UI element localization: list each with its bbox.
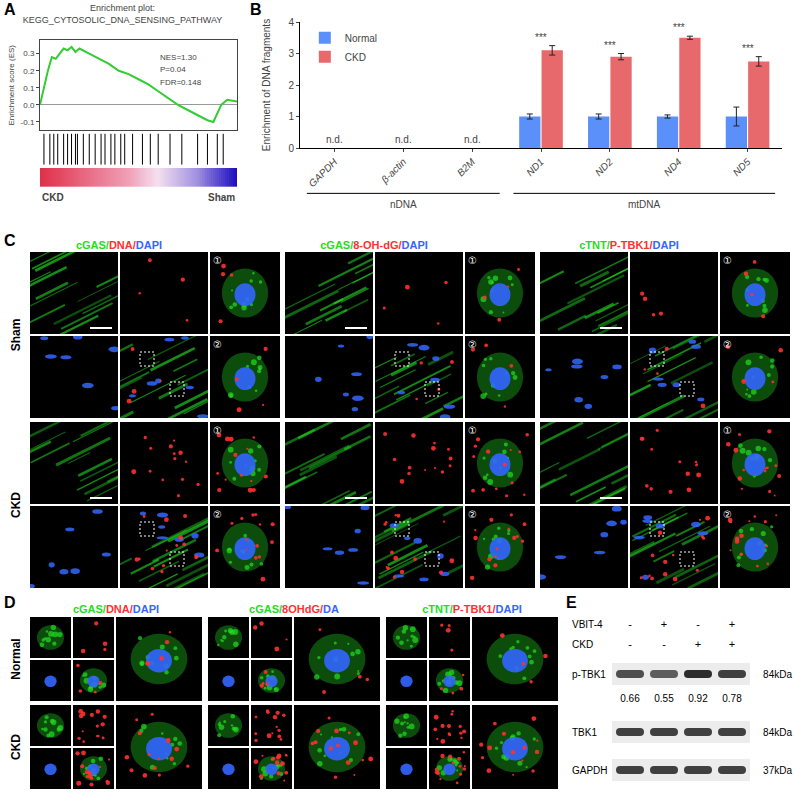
svg-text:①: ① [723,255,732,266]
svg-text:CKD: CKD [9,734,23,760]
svg-text:①: ① [723,425,732,436]
svg-text:cTNT/P-TBK1/DAPI: cTNT/P-TBK1/DAPI [579,239,679,251]
svg-text:0.66: 0.66 [620,693,640,704]
svg-text:P=0.04: P=0.04 [160,65,186,74]
svg-text:-: - [628,618,632,630]
svg-text:0.0: 0.0 [23,101,35,110]
svg-text:cGAS/DNA/DAPI: cGAS/DNA/DAPI [73,603,159,615]
svg-text:C: C [4,232,16,249]
svg-text:cGAS/8-OH-dG/DAPI: cGAS/8-OH-dG/DAPI [320,239,428,251]
svg-text:ND5: ND5 [731,156,753,178]
svg-text:①: ① [468,425,477,436]
svg-text:Enrichment score (ES): Enrichment score (ES) [7,45,16,126]
svg-text:Normal: Normal [345,33,377,44]
svg-text:ND2: ND2 [593,156,615,178]
svg-text:***: *** [535,32,547,43]
svg-text:B: B [250,1,262,18]
svg-text:cGAS/DNA/DAPI: cGAS/DNA/DAPI [76,239,162,251]
svg-text:***: *** [604,40,616,51]
svg-text:ND4: ND4 [662,156,684,178]
svg-text:***: *** [673,22,685,33]
svg-text:0.55: 0.55 [654,693,674,704]
svg-text:①: ① [468,255,477,266]
svg-text:CKD: CKD [345,52,366,63]
svg-text:n.d.: n.d. [464,134,481,145]
svg-text:A: A [4,1,16,18]
svg-text:Enrichment of DNA fragments: Enrichment of DNA fragments [261,19,272,151]
svg-text:+: + [661,618,667,630]
svg-text:①: ① [213,255,222,266]
svg-text:+: + [695,638,701,650]
svg-text:CKD: CKD [42,192,64,203]
svg-text:②: ② [468,339,477,350]
svg-text:Sham: Sham [208,192,235,203]
svg-text:Normal: Normal [9,638,23,679]
svg-text:NES=1.30: NES=1.30 [160,53,197,62]
svg-text:ND1: ND1 [524,156,546,178]
svg-text:cTNT/P-TBK1/DAPI: cTNT/P-TBK1/DAPI [422,603,522,615]
svg-text:②: ② [723,509,732,520]
svg-text:GAPDH: GAPDH [306,156,339,189]
svg-text:-: - [662,638,666,650]
svg-text:TBK1: TBK1 [572,727,597,738]
svg-text:①: ① [213,425,222,436]
svg-text:37kDa: 37kDa [763,765,792,776]
svg-text:84kDa: 84kDa [763,669,792,680]
svg-text:cGAS/8OHdG/DA: cGAS/8OHdG/DA [249,603,339,615]
svg-text:0.2: 0.2 [23,67,35,76]
svg-text:②: ② [723,339,732,350]
svg-text:0.1: 0.1 [23,84,35,93]
svg-text:84kDa: 84kDa [763,727,792,738]
svg-text:3: 3 [288,48,294,59]
svg-text:CKD: CKD [9,492,23,518]
svg-text:0.92: 0.92 [688,693,708,704]
svg-text:E: E [566,594,577,611]
svg-text:n.d.: n.d. [395,134,412,145]
svg-text:p-TBK1: p-TBK1 [572,669,606,680]
svg-text:mtDNA: mtDNA [628,199,661,210]
svg-text:0: 0 [288,143,294,154]
svg-text:B2M: B2M [455,156,478,179]
svg-text:-0.1: -0.1 [21,118,35,127]
svg-text:Enrichment plot:KEGG_CYTOSOLIC: Enrichment plot:KEGG_CYTOSOLIC_DNA_SENSI… [23,3,223,25]
svg-text:0.78: 0.78 [722,693,742,704]
svg-text:***: *** [742,43,754,54]
svg-text:2: 2 [288,80,294,91]
svg-text:4: 4 [288,17,294,28]
svg-text:②: ② [213,509,222,520]
svg-text:+: + [729,618,735,630]
svg-text:②: ② [213,339,222,350]
svg-text:nDNA: nDNA [390,199,417,210]
svg-text:FDR=0.148: FDR=0.148 [160,78,202,87]
svg-text:-: - [696,618,700,630]
svg-text:GAPDH: GAPDH [572,765,608,776]
svg-text:D: D [4,594,16,611]
svg-text:n.d.: n.d. [326,134,343,145]
svg-text:+: + [729,638,735,650]
svg-text:VBIT-4: VBIT-4 [572,619,603,630]
svg-text:β-actin: β-actin [378,156,408,186]
svg-text:-: - [628,638,632,650]
svg-text:0.3: 0.3 [23,49,35,58]
svg-text:②: ② [468,509,477,520]
svg-text:Sham: Sham [9,319,23,352]
svg-text:1: 1 [288,111,294,122]
svg-text:CKD: CKD [572,639,593,650]
